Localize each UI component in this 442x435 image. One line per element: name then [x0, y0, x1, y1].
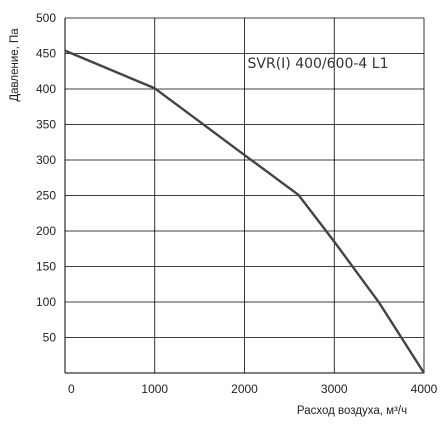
- x-tick-label-0: 0: [68, 382, 75, 396]
- grid-lines: [65, 17, 425, 373]
- x-tick-label-4000: 4000: [411, 382, 438, 396]
- y-tick-label-200: 200: [36, 224, 56, 238]
- y-tick-label-150: 150: [36, 260, 56, 274]
- y-tick-label-50: 50: [43, 331, 57, 345]
- y-tick-label-300: 300: [36, 153, 56, 167]
- series-lines: [64, 49, 426, 374]
- y-tick-label-100: 100: [36, 295, 56, 309]
- x-axis-title: Расход воздуха, м³/ч: [297, 405, 407, 417]
- x-tick-label-3000: 3000: [321, 382, 348, 396]
- y-tick-label-450: 450: [36, 47, 56, 61]
- y-tick-label-250: 250: [36, 189, 56, 203]
- y-tick-label-350: 350: [36, 118, 56, 132]
- x-tick-label-2000: 2000: [231, 382, 258, 396]
- x-tick-label-1000: 1000: [141, 382, 168, 396]
- tick-labels: 50 100 150 200 250 300 350 400 450 500 0 1000 2000 30…: [36, 11, 438, 396]
- y-tick-label-500: 500: [36, 11, 56, 25]
- y-axis-title: Давление, Па: [9, 28, 21, 102]
- series-legend-label: SVR(I) 400/600-4 L1: [248, 56, 389, 72]
- axes: [64, 18, 424, 374]
- y-tick-label-400: 400: [36, 82, 56, 96]
